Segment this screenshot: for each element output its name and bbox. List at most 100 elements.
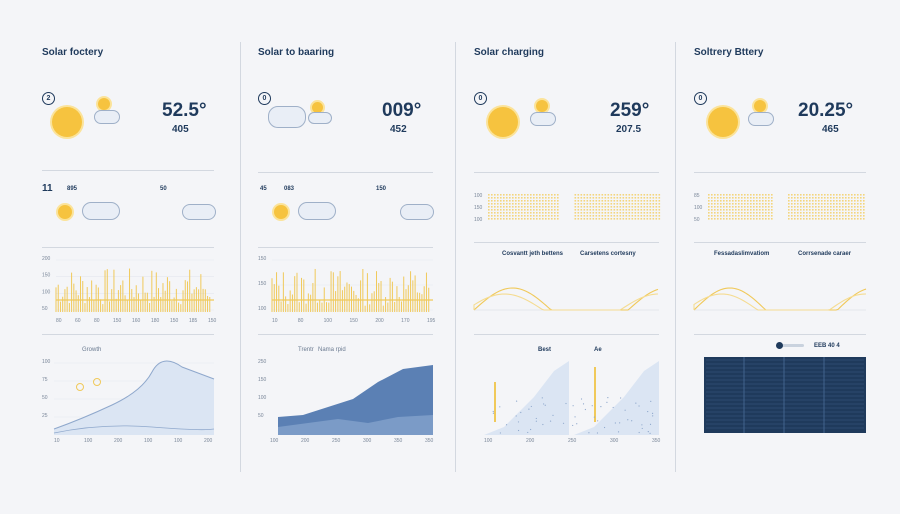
grid-cell — [545, 209, 547, 211]
grid-cell — [812, 218, 814, 220]
cloud-row-icon — [82, 202, 120, 220]
grid-cell — [824, 203, 826, 205]
grid-cell — [515, 212, 517, 214]
scatter-dot — [624, 409, 626, 411]
grid-cell — [515, 194, 517, 196]
grid-cell — [818, 194, 820, 196]
sun-row-icon — [58, 205, 72, 219]
grid-cell — [515, 209, 517, 211]
scatter-dot — [520, 411, 522, 414]
grid-cell — [503, 209, 505, 211]
grid-cell — [765, 203, 767, 205]
grid-cell — [732, 215, 734, 217]
grid-cell — [595, 194, 598, 196]
info-badge[interactable]: 0 — [694, 92, 707, 105]
grid-cell — [836, 212, 838, 214]
grid-cell — [491, 215, 493, 217]
grid-cell — [854, 209, 856, 211]
grid-cell — [586, 218, 589, 220]
cloud-icon — [268, 106, 306, 128]
grid-cell — [613, 206, 616, 208]
grid-cell — [577, 200, 580, 202]
grid-cell — [854, 197, 856, 199]
grid-cell — [506, 218, 508, 220]
grid-cell — [533, 206, 535, 208]
grid-cell — [604, 197, 607, 199]
grid-cell — [643, 206, 646, 208]
grid-cell — [521, 209, 523, 211]
grid-cell — [765, 194, 767, 196]
x-tick: 150 — [208, 318, 217, 324]
grid-cell — [738, 200, 740, 202]
grid-cell — [711, 212, 713, 214]
grid-cell — [610, 200, 613, 202]
info-badge[interactable]: 2 — [42, 92, 55, 105]
grid-cell — [509, 215, 511, 217]
grid-cell — [741, 218, 743, 220]
row-value-b: 895 — [67, 186, 78, 192]
grid-cell — [747, 200, 749, 202]
x-tick: 100 — [324, 318, 333, 324]
scatter-dot — [535, 417, 537, 420]
grid-cell — [637, 197, 640, 199]
grid-cell — [815, 194, 817, 196]
grid-cell — [818, 209, 820, 211]
grid-cell — [521, 194, 523, 196]
grid-cell — [589, 212, 592, 214]
grid-cell — [598, 200, 601, 202]
grid-cell — [842, 209, 844, 211]
grid-cell — [836, 197, 838, 199]
grid-cell — [735, 215, 737, 217]
y-tick: 150 — [258, 281, 267, 287]
grid-cell — [848, 197, 850, 199]
grid-cell — [750, 194, 752, 196]
x-tick: 350 — [394, 438, 403, 444]
grid-cell — [530, 200, 532, 202]
grid-cell — [506, 212, 508, 214]
grid-cell — [634, 194, 637, 196]
grid-cell — [771, 212, 773, 214]
grid-cell — [631, 200, 634, 202]
grid-cell — [515, 206, 517, 208]
scatter-dot — [517, 429, 520, 432]
grid-cell — [726, 215, 728, 217]
grid-cell — [708, 209, 710, 211]
grid-cell — [652, 197, 655, 199]
info-badge[interactable]: 0 — [258, 92, 271, 105]
grid-cell — [494, 197, 496, 199]
grid-cell — [577, 206, 580, 208]
area-fill — [484, 361, 569, 435]
grid-cell — [592, 206, 595, 208]
grid-cell — [506, 200, 508, 202]
grid-cell — [756, 215, 758, 217]
grid-cell — [717, 212, 719, 214]
scatter-dot — [562, 422, 565, 424]
grid-cell — [809, 215, 811, 217]
grid-cell — [601, 209, 604, 211]
grid-cell — [812, 209, 814, 211]
scatter-dot — [606, 401, 608, 404]
grid-cell — [824, 215, 826, 217]
grid-cell — [860, 197, 862, 199]
x-tick: 200 — [204, 438, 213, 444]
scatter-dot — [614, 422, 616, 424]
grid-cell — [800, 194, 802, 196]
grid-cell — [491, 197, 493, 199]
y-tick: 150 — [258, 256, 267, 262]
grid-cell — [729, 197, 731, 199]
grid-cell — [735, 209, 737, 211]
heatmap-toggle[interactable] — [778, 344, 804, 347]
heatmap-toggle-knob[interactable] — [776, 342, 783, 349]
grid-cell — [794, 200, 796, 202]
grid-cell — [839, 209, 841, 211]
grid-cell — [726, 206, 728, 208]
grid-cell — [494, 212, 496, 214]
grid-cell — [580, 209, 583, 211]
grid-cell — [744, 218, 746, 220]
grid-cell — [765, 209, 767, 211]
grid-cell — [815, 197, 817, 199]
x-tick: 80 — [94, 318, 100, 324]
grid-cell — [601, 212, 604, 214]
info-badge[interactable]: 0 — [474, 92, 487, 105]
grid-cell — [545, 212, 547, 214]
